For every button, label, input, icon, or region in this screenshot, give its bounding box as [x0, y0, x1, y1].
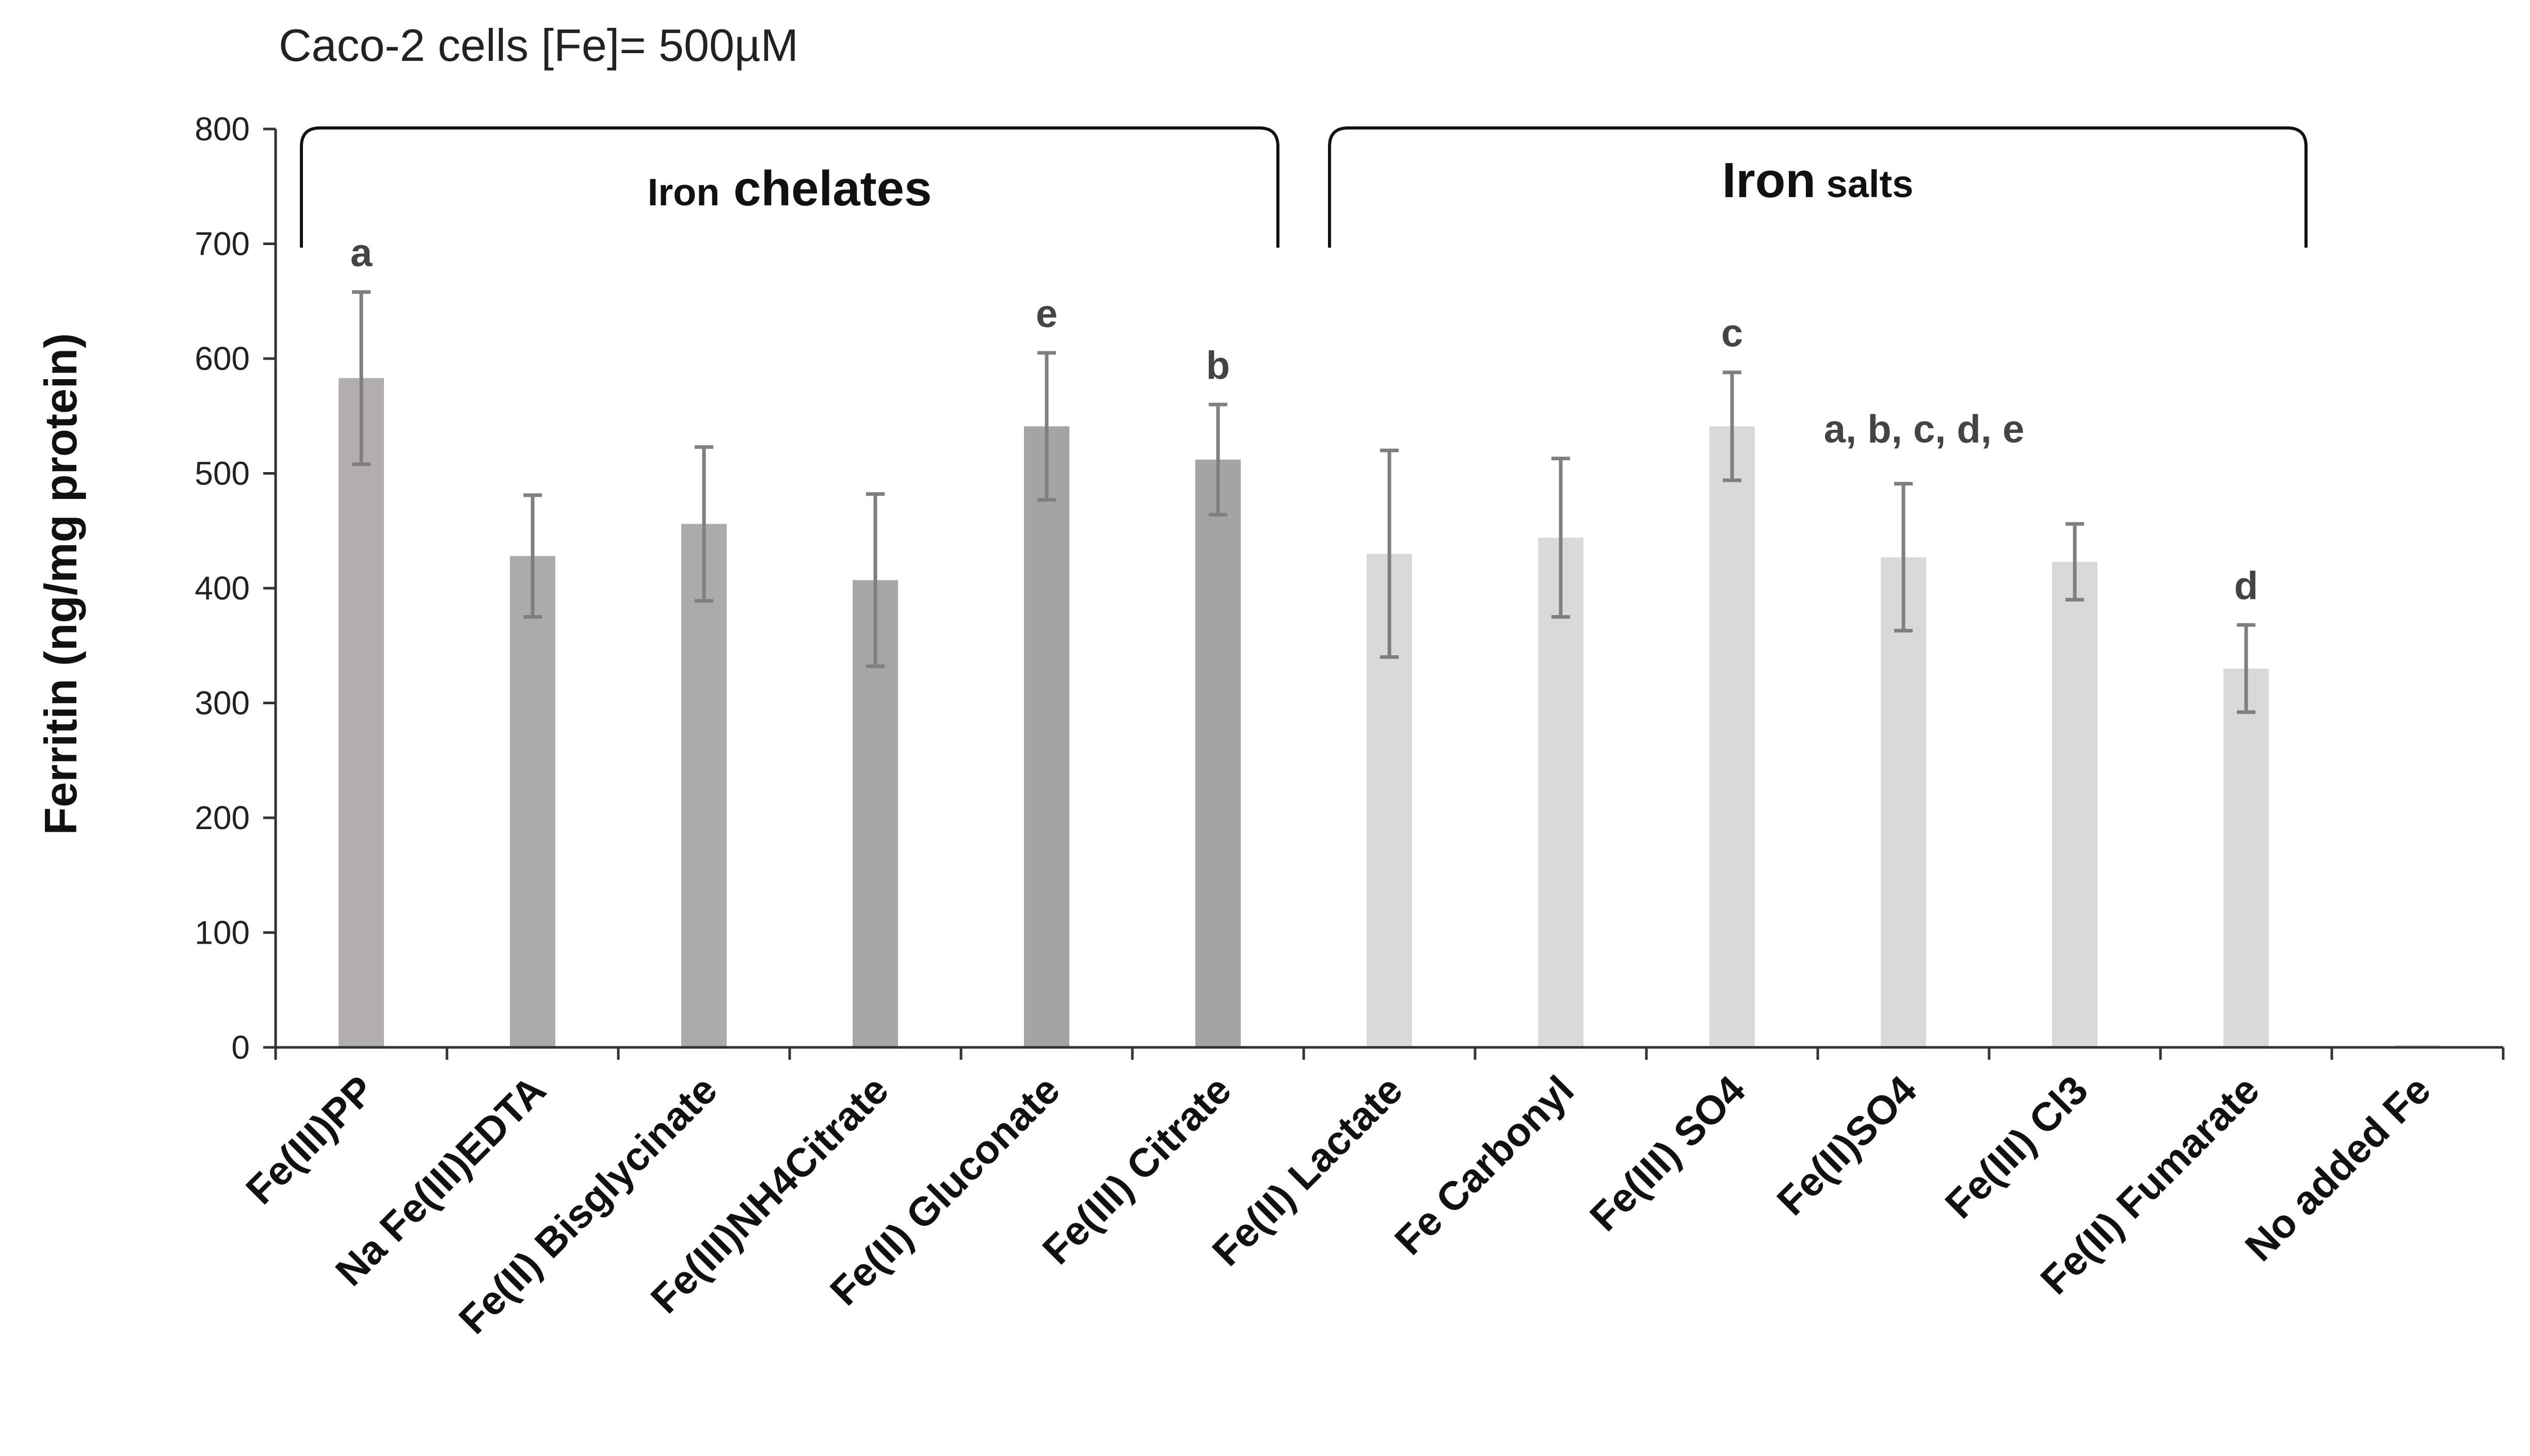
y-tick-label: 100 [195, 914, 250, 951]
y-tick-label: 600 [195, 340, 250, 377]
y-tick-label: 0 [231, 1029, 250, 1066]
bar [1538, 538, 1583, 1047]
y-tick-label: 200 [195, 799, 250, 836]
bar [2223, 668, 2269, 1047]
significance-letter: b [1206, 344, 1230, 387]
significance-letter: e [1036, 292, 1058, 336]
error-bar [695, 445, 713, 603]
significance-letter: a [350, 231, 373, 275]
error-bar [1037, 351, 1056, 502]
bar [1881, 557, 1926, 1047]
category-label: Fe(III) Cl3 [1936, 1067, 2096, 1227]
error-bar [2237, 623, 2255, 714]
category-label: Fe(II)SO4 [1768, 1067, 1925, 1224]
group-brackets: Iron chelates Iron salts [300, 126, 2308, 248]
bar [510, 556, 555, 1047]
group-label: Iron chelates [648, 161, 932, 216]
error-bar [1551, 457, 1570, 619]
significance-letters: a e b c a, b, c, d, e d [350, 231, 2258, 608]
error-bar [1894, 482, 1913, 633]
category-label: Fe(III) SO4 [1581, 1067, 1754, 1240]
error-bar [866, 492, 885, 668]
bars [339, 378, 2440, 1048]
y-axis-label: Ferritin (ng/mg protein) [35, 333, 86, 835]
group-bracket [300, 126, 1279, 248]
bar [1195, 459, 1241, 1047]
significance-letter: c [1721, 312, 1743, 355]
bar [1024, 426, 1069, 1047]
y-tick-label: 300 [195, 685, 250, 722]
bar [1709, 426, 1755, 1047]
error-bar [523, 493, 542, 619]
category-label: Fe(III)PP [237, 1067, 383, 1213]
bar [2052, 561, 2097, 1047]
error-bar [1723, 370, 1741, 482]
bar [681, 524, 727, 1047]
error-bar [1380, 448, 1399, 659]
y-tick-label: 400 [195, 570, 250, 607]
category-label: No added Fe [2236, 1067, 2439, 1270]
error-bar [2065, 522, 2084, 602]
y-axis: 0 100 200 300 400 500 600 700 800 [195, 110, 277, 1066]
y-tick-label: 800 [195, 110, 250, 148]
significance-letter: a, b, c, d, e [1824, 408, 2025, 451]
group-label: Iron salts [1722, 153, 1914, 208]
y-tick-label: 500 [195, 455, 250, 492]
bar [339, 378, 384, 1048]
group-bracket [1328, 126, 2308, 248]
error-bars [352, 290, 2255, 714]
error-bar [352, 290, 371, 466]
y-tick-label: 700 [195, 225, 250, 263]
significance-letter: d [2234, 564, 2258, 608]
error-bar [1209, 402, 1227, 517]
category-label: Fe Carbonyl [1386, 1067, 1582, 1264]
chart-title: Caco-2 cells [Fe]= 500µM [279, 20, 798, 71]
